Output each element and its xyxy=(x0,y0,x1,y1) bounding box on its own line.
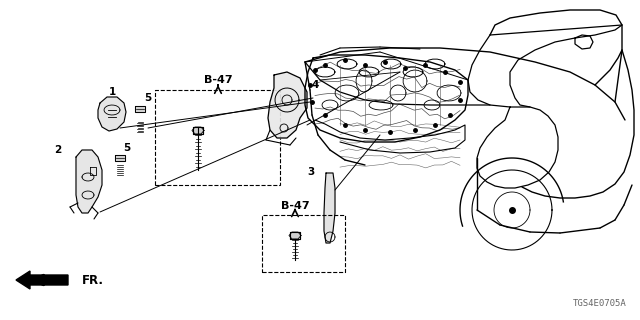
Text: TGS4E0705A: TGS4E0705A xyxy=(573,299,627,308)
Text: 2: 2 xyxy=(54,145,61,155)
Polygon shape xyxy=(290,232,300,239)
Text: B-47: B-47 xyxy=(281,201,309,211)
Polygon shape xyxy=(268,72,307,138)
Bar xyxy=(155,90,280,185)
Polygon shape xyxy=(76,150,102,213)
Text: 5: 5 xyxy=(145,93,152,103)
Polygon shape xyxy=(115,155,125,161)
Polygon shape xyxy=(98,97,126,131)
Polygon shape xyxy=(193,127,203,134)
Bar xyxy=(262,215,345,272)
Text: 1: 1 xyxy=(108,87,116,97)
Text: FR.: FR. xyxy=(82,274,104,286)
FancyArrow shape xyxy=(16,271,68,289)
Text: B-47: B-47 xyxy=(204,75,232,85)
Text: 5: 5 xyxy=(124,143,131,153)
Polygon shape xyxy=(135,106,145,112)
Polygon shape xyxy=(324,173,335,243)
Text: 3: 3 xyxy=(307,167,315,177)
Text: 4: 4 xyxy=(311,80,319,90)
